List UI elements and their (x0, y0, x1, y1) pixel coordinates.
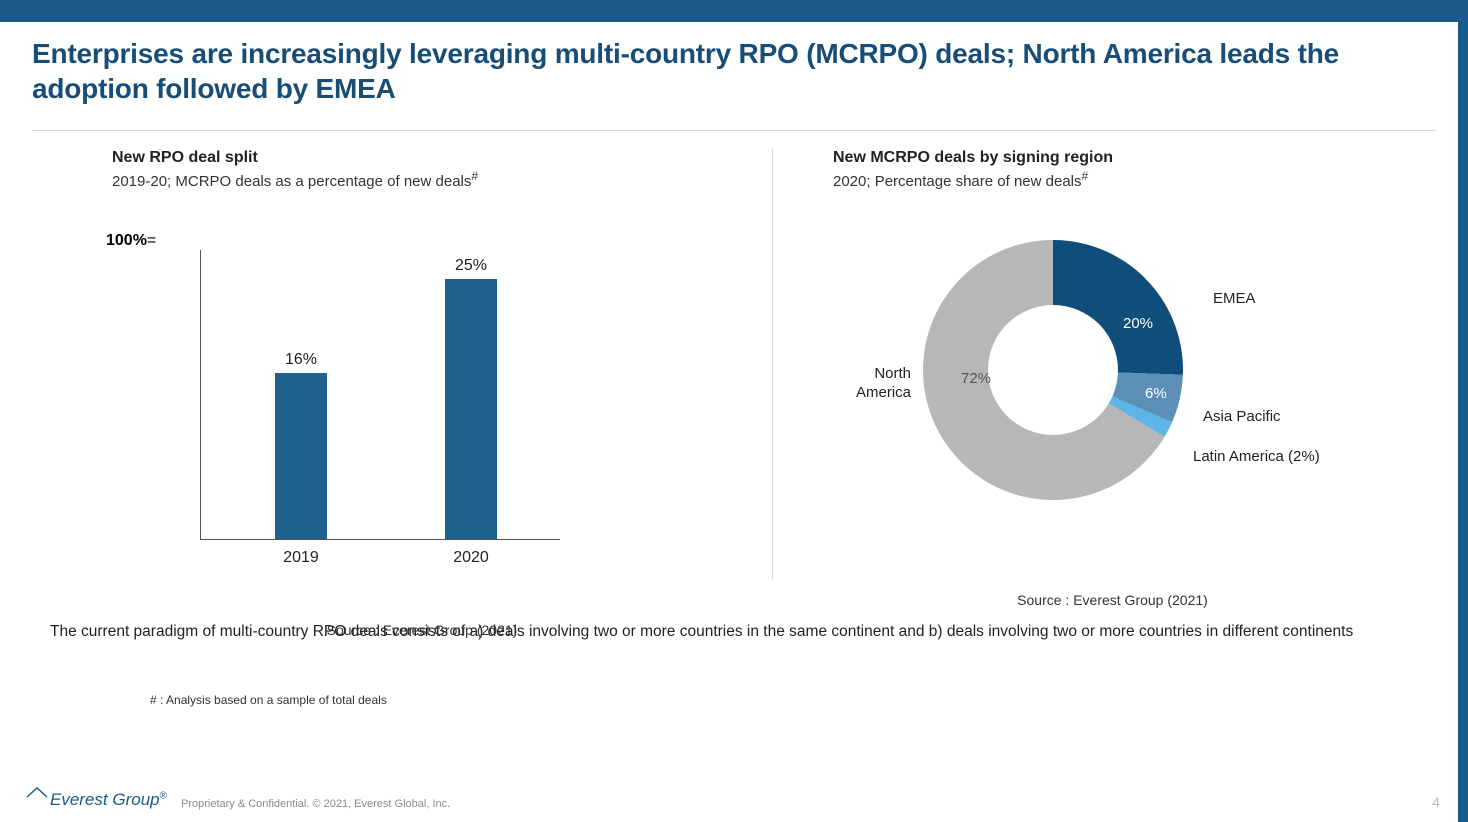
bar-group: 29416%2019 (241, 249, 361, 539)
footnote: # : Analysis based on a sample of total … (0, 643, 1468, 707)
bar-category-label: 2019 (241, 549, 361, 567)
logo-text: Everest Group (50, 790, 160, 809)
bar-category-label: 2020 (411, 549, 531, 567)
donut-slice-label: EMEA (1213, 290, 1256, 309)
right-chart-sup: # (1082, 169, 1089, 183)
right-brand-bar (1458, 0, 1468, 822)
bar-group: 33125%2020 (411, 249, 531, 539)
bar-value-label: 16% (241, 351, 361, 369)
bar (275, 373, 327, 539)
left-chart-sup: # (471, 169, 478, 183)
donut-slice-value: 72% (961, 370, 991, 387)
donut-slice-label: NorthAmerica (831, 365, 911, 403)
logo: Everest Group® (28, 790, 167, 810)
y-axis-eq: = (147, 232, 156, 249)
charts-row: New RPO deal split 2019-20; MCRPO deals … (0, 131, 1468, 580)
bar-chart: 100%= 29416%201933125%2020 Source : Ever… (112, 220, 732, 580)
bar-value-label: 25% (411, 257, 531, 275)
logo-roof-icon (26, 786, 48, 798)
donut-slice-label: Asia Pacific (1203, 408, 1281, 427)
footer: Everest Group® Proprietary & Confidentia… (28, 790, 1440, 810)
y-axis-100: 100% (106, 232, 147, 249)
copyright: Proprietary & Confidential. © 2021, Ever… (181, 798, 450, 810)
page-number: 4 (1432, 794, 1440, 810)
page-title: Enterprises are increasingly leveraging … (0, 22, 1468, 112)
bar-plot: 29416%2019 33125%2020 (200, 250, 560, 540)
bar (445, 279, 497, 539)
right-chart-subtitle-text: 2020; Percentage share of new deals (833, 173, 1082, 190)
logo-tm: ® (160, 790, 167, 801)
top-brand-bar (0, 0, 1468, 22)
donut-slice-value: 6% (1145, 385, 1167, 402)
left-chart-subtitle-text: 2019-20; MCRPO deals as a percentage of … (112, 173, 471, 190)
donut-slice-label: Latin America (2%) (1193, 448, 1320, 467)
right-panel: New MCRPO deals by signing region 2020; … (772, 149, 1432, 580)
donut-hole (988, 305, 1118, 435)
donut-slice-value: 20% (1123, 315, 1153, 332)
y-axis-label: 100%= (106, 232, 156, 250)
left-chart-subtitle: 2019-20; MCRPO deals as a percentage of … (112, 169, 732, 190)
right-source: Source : Everest Group (2021) (833, 592, 1392, 608)
left-source: Source : Everest Group (2021) (112, 622, 732, 638)
left-panel: New RPO deal split 2019-20; MCRPO deals … (32, 149, 772, 580)
right-chart-subtitle: 2020; Percentage share of new deals# (833, 169, 1392, 190)
right-chart-title: New MCRPO deals by signing region (833, 149, 1392, 167)
donut-chart: EMEA 20% Asia Pacific 6% Latin America (2%) N… (833, 230, 1392, 580)
left-chart-title: New RPO deal split (112, 149, 732, 167)
